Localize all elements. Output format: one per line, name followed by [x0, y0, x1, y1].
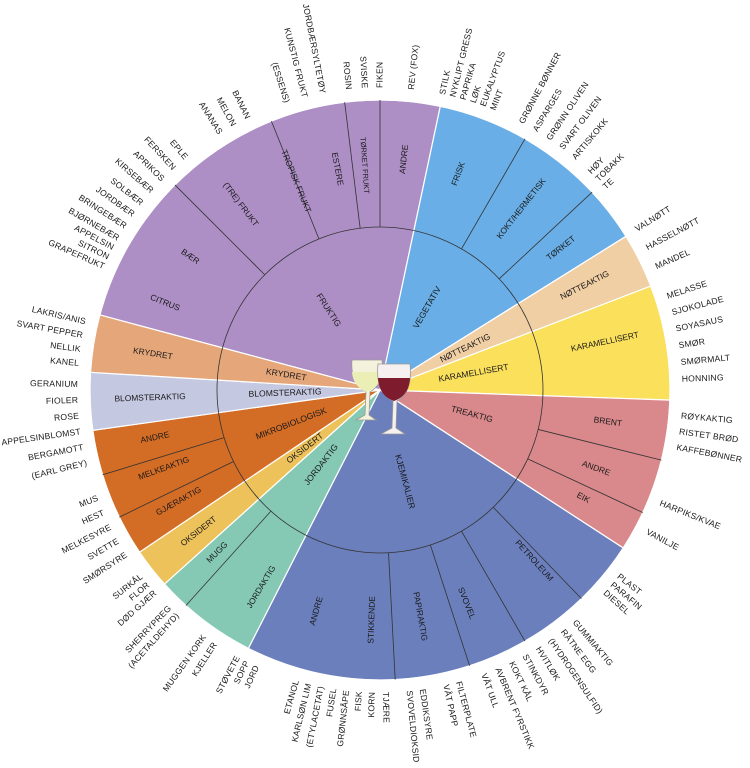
aroma-kjem_andre-4: FUSEL [324, 688, 338, 718]
middle-label-treaktig-0: BRENT [593, 414, 623, 428]
aroma-papiraktig-0: FILTERPLATE [454, 680, 479, 738]
aroma-torket_frukt-2: FIKEN [374, 62, 384, 88]
aroma-blomster-0: (EARL GREY) [31, 458, 89, 481]
aroma-karamell-3: SMØR [678, 336, 706, 350]
wine-glasses-icon [351, 359, 411, 435]
sub-divider [461, 138, 526, 250]
aroma-stikkende-1: SVOVELDIOKSID [405, 690, 422, 763]
aroma-karamell-4: SMØRMALT [680, 352, 731, 367]
sub-divider [185, 510, 272, 606]
aroma-estere-0: (ESSENS) [270, 61, 293, 104]
aroma-blomster-4: FIOLER [46, 395, 79, 406]
aroma-notter-0: VALNØTT [633, 203, 673, 233]
sub-divider [461, 530, 526, 642]
aroma-karamell-2: SOYASAUS [675, 314, 724, 334]
aroma-brent-0: RØYKAKTIG [681, 411, 734, 425]
aroma-blomster-5: GERANIUM [30, 378, 78, 389]
sub-divider [492, 506, 582, 599]
aroma-notter-2: MANDEL [654, 247, 692, 271]
inner-label-blomsteraktig: BLOMSTERAKTIG [248, 386, 322, 399]
aroma-kjem_andre-3: GRØNNSÅPE [335, 690, 351, 748]
sub-divider [270, 120, 320, 240]
aroma-krydder-0: KANEL [50, 355, 80, 368]
wheel-rings [89, 99, 671, 681]
aroma-torket_frukt-1: SVISKE [358, 56, 370, 89]
aroma-kjem_andre-2: FISK [353, 691, 364, 712]
aroma-karamell-5: HONNING [682, 372, 724, 383]
sub-divider [119, 461, 234, 518]
aroma-fruktig_andre-0: REV (FOX) [406, 44, 421, 90]
sub-divider [429, 544, 470, 666]
aroma-krydder-1: NELLIK [50, 340, 82, 354]
aroma-kjem_andre-1: KORN [366, 692, 377, 718]
aroma-blomster-3: ROSE [54, 411, 80, 423]
sub-divider [527, 458, 643, 513]
aroma-brent-2: KAFFEBØNNER [676, 442, 743, 465]
aroma-karamell-0: MELASSE [665, 278, 708, 301]
aroma-mikro_andre-1: MUS [78, 493, 100, 509]
aroma-mikro_andre-0: HEST [80, 507, 106, 526]
wheel-sectors [89, 99, 671, 681]
middle-label-fruktig-5: TØRKET FRUKT [358, 137, 371, 195]
sub-divider [174, 184, 266, 276]
aroma-torket_frukt-0: ROSIN [341, 61, 354, 90]
middle-label-blomsteraktig-0: BLOMSTERAKTIG [114, 391, 186, 403]
aroma-brent-1: RISTET BRØD [679, 426, 740, 444]
sub-divider [344, 102, 361, 229]
sub-divider [498, 191, 593, 280]
aroma-tre_andre-0: HARPIKS/KVAE [658, 498, 722, 532]
sub-divider [538, 429, 662, 461]
sub-divider [388, 552, 396, 680]
aroma-kjem_andre-0: TJÆRE [381, 692, 392, 723]
middle-label-kjemikalier-3: STIKKENDE [365, 596, 377, 644]
sub-divider [102, 437, 225, 476]
aroma-eik-0: VANILJE [645, 527, 681, 553]
middle-label-fruktig-6: ANDRE [397, 144, 410, 175]
aroma-stikkende-0: EDDIKSYRE [418, 688, 435, 740]
